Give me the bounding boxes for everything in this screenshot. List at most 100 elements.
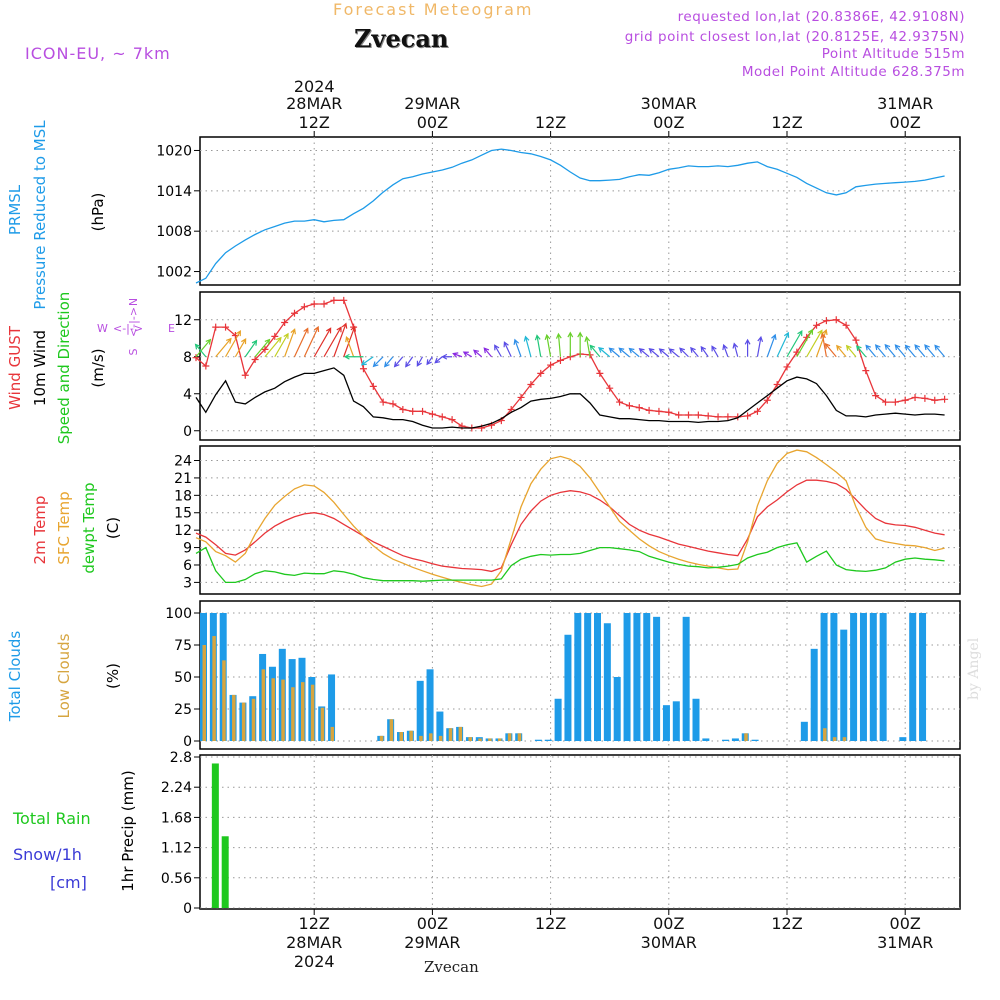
low-cloud-bar (389, 719, 394, 741)
wind-direction-arrow (426, 356, 433, 366)
low-cloud-bar (448, 728, 453, 741)
total-cloud-bar (328, 674, 336, 741)
dewpt-temp-line (195, 542, 945, 584)
compass-north: N (127, 298, 140, 306)
wind-frame (199, 291, 961, 441)
total-cloud-bar (722, 739, 730, 741)
clouds-ytick-label: 50 (174, 670, 192, 686)
low-cloud-bar (399, 732, 403, 741)
gust-marker (832, 316, 840, 324)
gust-marker (891, 398, 899, 406)
pressure-ytick-label: 1014 (156, 184, 192, 200)
top-xtick-year: 2024 (294, 77, 335, 96)
low-cloud-bar (379, 735, 384, 741)
total-cloud-bar (731, 738, 739, 741)
bottom-xtick-date: 31MAR (877, 933, 933, 952)
gust-marker (901, 396, 909, 404)
gust-marker (596, 369, 604, 377)
temp-ytick-label: 15 (174, 506, 192, 522)
bottom-xtick-hour: 00Z (653, 914, 684, 933)
wind-direction-arrow (343, 353, 364, 360)
wind-direction-arrow (372, 356, 384, 368)
wind-direction-arrow (345, 336, 355, 357)
wind-direction-arrow (855, 345, 867, 358)
precip-ytick-label: 1.68 (161, 810, 192, 826)
temp-ytick-label: 9 (183, 541, 192, 557)
top-xtick-hour: 12Z (299, 113, 330, 132)
wind-direction-arrow (405, 356, 414, 368)
wind-direction-arrow (648, 347, 660, 358)
wind-direction-arrow (483, 347, 492, 358)
total-cloud-bar (613, 677, 621, 741)
total-cloud-bar (830, 613, 838, 741)
prmsl-label: PRMSL (6, 184, 24, 235)
gust-marker (862, 367, 870, 375)
wind-direction-arrow (796, 328, 814, 358)
gust-marker (547, 361, 555, 369)
low-cloud-bar (458, 726, 463, 741)
compass-east: E (168, 322, 175, 335)
gust-marker (241, 371, 249, 379)
total-cloud-bar (879, 613, 887, 741)
total-cloud-bar (554, 698, 562, 741)
prmsl-line (195, 148, 945, 284)
gust-marker (448, 416, 456, 424)
low-cloud-bar (301, 682, 305, 741)
total-cloud-bar (919, 613, 927, 741)
bottom-xtick-hour: 12Z (771, 914, 802, 933)
gust-marker (192, 354, 200, 362)
total-cloud-bar (426, 669, 434, 741)
gust-marker (714, 413, 722, 421)
wind-10m-label: 10m Wind (31, 330, 49, 406)
low-cloud-bar (517, 733, 522, 741)
gust-marker (556, 356, 564, 364)
wind-direction-arrow (441, 353, 453, 360)
total-cloud-bar (692, 698, 700, 741)
wind-direction-arrow (313, 327, 332, 358)
wind-unit-label: (m/s) (89, 348, 107, 387)
wind-direction-arrow (618, 347, 630, 358)
gust-marker (438, 413, 446, 421)
gust-marker (645, 406, 653, 414)
station-name: Zvecan (354, 24, 449, 53)
low-cloud-bar (498, 738, 502, 741)
wind-direction-arrow (195, 338, 212, 358)
wind-direction-arrow (744, 338, 751, 357)
gust-marker (773, 381, 781, 388)
low-cloud-bar (429, 733, 433, 741)
gust-marker (931, 396, 939, 404)
total-cloud-bar (653, 616, 661, 741)
low-cloud-bar (409, 730, 413, 741)
gust-marker (379, 398, 387, 406)
wind-direction-arrow (473, 349, 483, 358)
wind-direction-arrow (567, 331, 574, 357)
wind-ytick-label: 8 (183, 350, 192, 366)
wind-ytick-label: 4 (183, 387, 192, 403)
top-xtick-date: 30MAR (641, 94, 697, 113)
low-cloud-bar (291, 687, 295, 741)
gust-marker (389, 400, 397, 408)
pressure-ytick-label: 1008 (156, 224, 192, 240)
low-cloud-bar (744, 733, 748, 741)
low-cloud-bar (222, 660, 226, 741)
wind-direction-arrow (513, 338, 522, 357)
top-xtick-hour: 12Z (771, 113, 802, 132)
gust-marker (813, 321, 821, 329)
temp-frame (199, 445, 961, 595)
total-cloud-bar (633, 613, 641, 741)
panel-precip: 0 0.56 1.12 1.68 2.24 2.8 (161, 750, 961, 917)
wind-direction-arrow (722, 343, 729, 357)
wind-direction-arrow (679, 347, 689, 358)
gust-marker (724, 413, 732, 421)
compass-ns-arrow: <-|-> (127, 307, 140, 337)
meteogram-title: Forecast Meteogram (333, 0, 534, 19)
precip-ytick-label: 1.12 (161, 841, 192, 857)
low-cloud-bar (478, 738, 482, 741)
gust-marker (763, 396, 771, 404)
model-altitude: Model Point Altitude 628.375m (741, 64, 965, 80)
temp-dewpt-label: dewpt Temp (80, 482, 98, 573)
rain-bar (221, 836, 229, 908)
total-cloud-bar (869, 613, 877, 741)
